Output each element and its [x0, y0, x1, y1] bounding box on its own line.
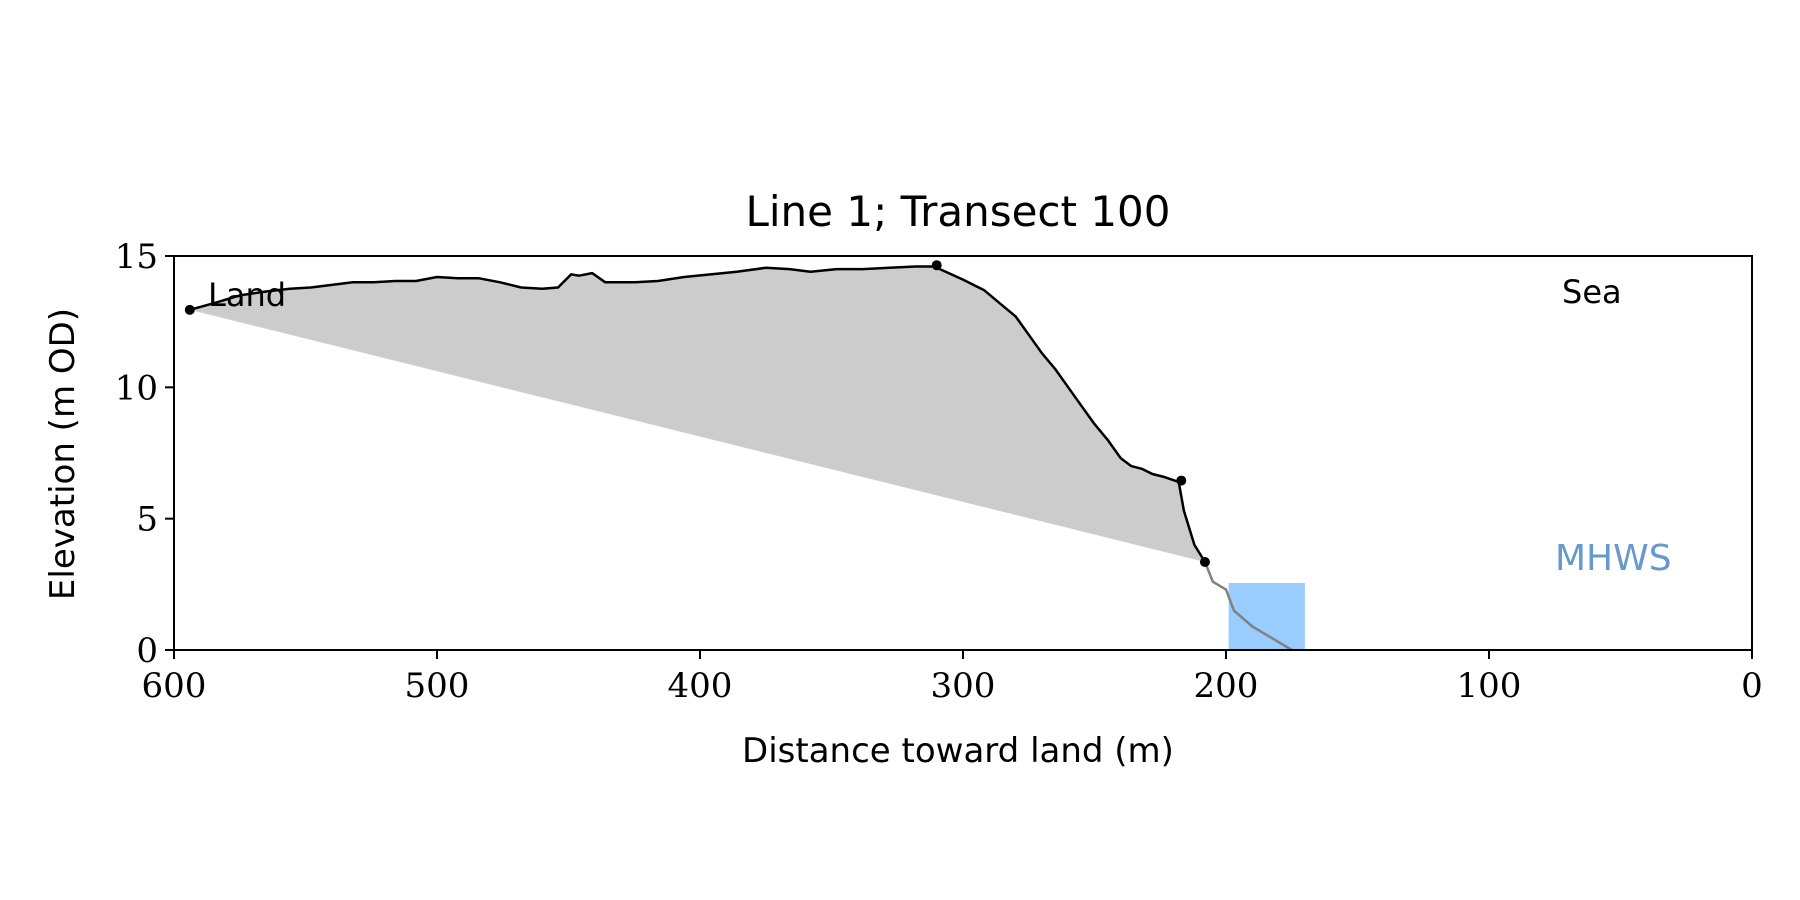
key-point-marker — [1176, 475, 1187, 486]
mhws-label: MHWS — [1555, 538, 1672, 579]
chart-title: Line 1; Transect 100 — [745, 187, 1170, 236]
x-tick-label: 200 — [1194, 666, 1259, 706]
key-point-marker — [1199, 557, 1210, 568]
profile-line — [189, 265, 1207, 563]
x-tick-label: 400 — [668, 666, 733, 706]
cliff-fill-area — [189, 266, 1206, 562]
point-layer — [184, 260, 1210, 568]
x-tick-label: 100 — [1457, 666, 1522, 706]
x-tick-label: 500 — [405, 666, 470, 706]
y-tick-label: 15 — [115, 237, 158, 277]
sea-label: Sea — [1562, 273, 1622, 311]
key-point-marker — [931, 260, 942, 271]
lower-profile-line — [1203, 561, 1293, 652]
x-tick-label: 300 — [931, 666, 996, 706]
y-tick-label: 10 — [115, 368, 158, 408]
key-point-marker — [184, 304, 195, 315]
x-axis-label: Distance toward land (m) — [742, 731, 1174, 771]
y-tick-label: 5 — [136, 500, 158, 540]
y-axis-label: Elevation (m OD) — [43, 308, 83, 600]
fill-layer — [189, 266, 1305, 650]
x-tick-label: 600 — [142, 666, 207, 706]
land-label: Land — [208, 276, 286, 314]
x-tick-label: 0 — [1741, 666, 1763, 706]
line-layer — [189, 265, 1293, 652]
tick-layer: 600 500 400 300 200 100 0 0 5 10 15 — [115, 237, 1763, 706]
y-tick-label: 0 — [136, 631, 158, 671]
